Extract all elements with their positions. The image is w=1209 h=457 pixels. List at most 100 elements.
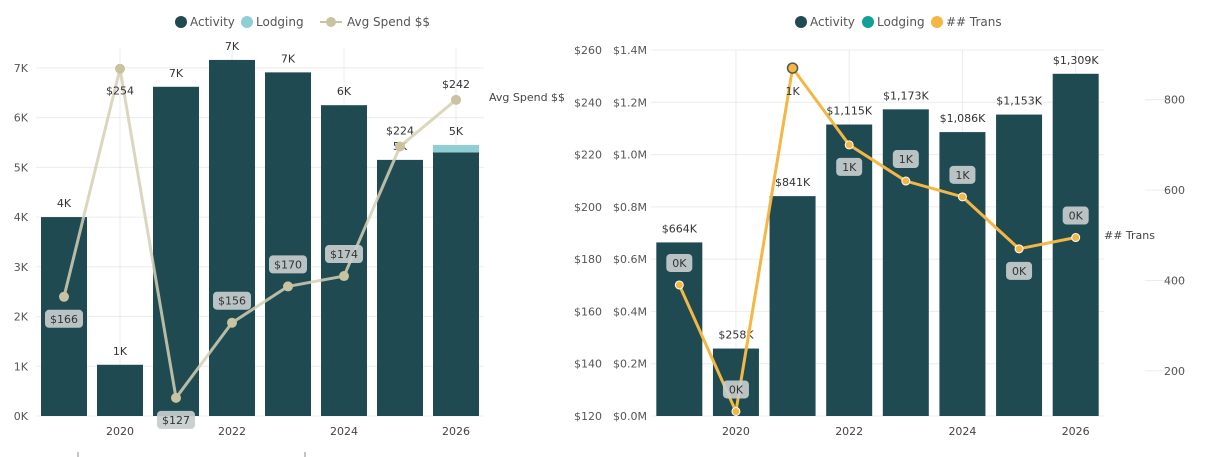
trans-value-label: 0K: [1069, 210, 1084, 223]
trans-value-label: 0K: [1012, 265, 1027, 278]
bar-total-label: 6K: [337, 85, 352, 98]
x-tick-label: 2022: [835, 425, 863, 438]
avg-spend-value-label-bg: [157, 410, 195, 429]
trans-value-label-bg: [892, 150, 919, 169]
x-tick-label: 2020: [106, 425, 134, 438]
y-tick-label: $0.8M: [613, 201, 647, 214]
activity-bar: [433, 152, 479, 416]
trans-value-label: 0K: [672, 257, 687, 270]
trans-point: [957, 192, 967, 202]
avg-spend-point: [115, 63, 125, 74]
activity-bar: [209, 59, 255, 417]
avg-spend-value-label: $127: [162, 414, 190, 427]
trans-point: [901, 176, 911, 186]
trans-series-label: ## Trans: [1104, 229, 1155, 242]
avg-spend-point: [59, 291, 69, 302]
y-tick-label: $1.4M: [613, 44, 647, 57]
avg-spend-point: [395, 141, 405, 152]
trans-value-label: 1K: [899, 153, 914, 166]
avg-spend-point: [227, 317, 237, 328]
avg-spend-value-label: $242: [442, 78, 470, 91]
bar-total-label: 4K: [57, 197, 72, 210]
bar-value-label: $664K: [662, 222, 698, 235]
secondary-y-tick-label: 400: [1164, 274, 1185, 287]
trans-value-label-bg: [949, 165, 976, 184]
activity-bar: [377, 159, 423, 416]
avg-spend-line: [62, 68, 457, 402]
legend-label: Activity: [810, 15, 855, 29]
secondary-y-tick-label: 600: [1164, 184, 1185, 197]
trans-point: [674, 280, 684, 290]
bar-total-label: 7K: [281, 52, 296, 65]
outer-y-tick-label: $180: [574, 253, 602, 266]
outer-y-tick-label: $140: [574, 358, 602, 371]
trans-point: [786, 62, 799, 74]
avg-spend-value-label-bg: [325, 245, 363, 264]
y-tick-label: $0.6M: [613, 253, 647, 266]
legend-label: Activity: [190, 15, 235, 29]
bar-total-label: 1K: [113, 345, 128, 358]
legend-label: Avg Spend $$: [347, 15, 430, 29]
y-tick-label: 1K: [14, 360, 29, 373]
x-tick-label: 2026: [442, 425, 470, 438]
y-tick-label: $0.4M: [613, 305, 647, 318]
legend-dot-icon: [862, 16, 874, 28]
outer-y-tick-label: $220: [574, 149, 602, 162]
x-tick-label: 2024: [948, 425, 976, 438]
avg-spend-value-label: $170: [274, 258, 302, 271]
avg-spend-value-label: $166: [50, 313, 78, 326]
avg-spend-series-label: Avg Spend $$: [489, 91, 565, 104]
avg-spend-value-label-bg: [213, 291, 251, 310]
lodging-bar: [433, 144, 479, 153]
outer-y-tick-label: $160: [574, 305, 602, 318]
avg-spend-point: [451, 94, 461, 105]
avg-spend-value-label-bg: [45, 309, 83, 328]
avg-spend-point: [283, 281, 293, 292]
bar-value-label: $1,086K: [940, 112, 986, 125]
trans-value-label: 1K: [842, 161, 857, 174]
y-tick-label: 7K: [14, 62, 29, 75]
bar-value-label: $841K: [775, 176, 811, 189]
legend-label: Lodging: [256, 15, 304, 29]
avg-spend-point: [171, 392, 181, 403]
trans-value-label: 0K: [729, 383, 744, 396]
trans-point: [1014, 244, 1024, 254]
activity-bar: [97, 364, 143, 416]
avg-spend-value-label-bg: [269, 255, 307, 274]
activity-bar: [769, 196, 816, 416]
avg-spend-value-label: $156: [218, 295, 246, 308]
outer-y-tick-label: $200: [574, 201, 602, 214]
secondary-y-tick-label: 200: [1164, 365, 1185, 378]
trans-value-label: 1K: [785, 85, 800, 98]
outer-y-tick-label: $260: [574, 44, 602, 57]
transactions-chart: Activity Lodging ## Trans $0.0M $120 $0.2M $14…: [574, 15, 1185, 438]
legend-dot-icon: [175, 16, 187, 28]
trans-value-label: 1K: [955, 169, 970, 182]
x-tick-label: 2020: [722, 425, 750, 438]
trans-value-label-bg: [1006, 261, 1033, 280]
trans-value-label-bg: [666, 253, 693, 272]
trans-point: [844, 140, 854, 150]
bar-total-label: 7K: [169, 67, 184, 80]
avg-spend-value-label: $174: [330, 248, 358, 261]
legend-label: ## Trans: [946, 15, 1002, 29]
trans-value-label-bg: [836, 157, 863, 176]
secondary-y-tick-label: 800: [1164, 94, 1185, 107]
activity-bar: [1052, 73, 1099, 416]
trans-value-label-bg: [722, 380, 749, 399]
bar-value-label: $1,115K: [826, 105, 872, 118]
avg-spend-value-label: $224: [386, 124, 414, 137]
y-tick-label: 0K: [14, 410, 29, 423]
outer-y-tick-label: $240: [574, 96, 602, 109]
trans-point: [731, 406, 741, 416]
y-tick-label: $0.2M: [613, 358, 647, 371]
y-tick-label: 5K: [14, 161, 29, 174]
trans-line: [677, 64, 1076, 417]
bar-value-label: $258K: [718, 329, 754, 342]
x-tick-label: 2024: [330, 425, 358, 438]
y-tick-label: $1.0M: [613, 149, 647, 162]
x-tick-label: 2026: [1062, 425, 1090, 438]
bar-value-label: $1,309K: [1053, 54, 1099, 67]
legend-dot-icon: [795, 16, 807, 28]
avg-spend-chart: Activity Lodging Avg Spend $$ 0K 1K 2K 3K 4K 5K 6…: [14, 15, 565, 457]
